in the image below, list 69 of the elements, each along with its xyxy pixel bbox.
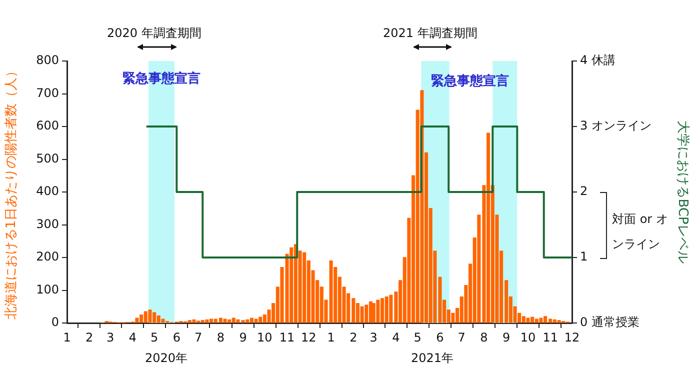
x-tick-label: 3 xyxy=(106,330,114,344)
x-tick-label: 2 xyxy=(350,330,358,344)
text: 2021 年調査期間 xyxy=(383,25,478,42)
bar xyxy=(156,315,160,323)
annotation: 緊急事態宣言 xyxy=(431,72,509,90)
text: 2020 年調査期間 xyxy=(107,25,202,42)
x-tick-label: 9 xyxy=(239,330,247,344)
bar xyxy=(148,310,152,323)
x-tick-label: 10 xyxy=(520,330,536,344)
y2-tick-label: 4 休講 xyxy=(580,53,616,68)
x-tick-label: 9 xyxy=(502,330,510,344)
band-label: 緊急事態宣言 xyxy=(122,70,201,86)
x-tick-label: 8 xyxy=(216,330,224,344)
x-tick-label: 1 xyxy=(63,330,71,344)
y2-tick-label: 1 xyxy=(580,250,588,264)
x-tick-label: 6 xyxy=(172,330,180,344)
text: 2020年 xyxy=(145,350,188,367)
y-tick-label: 400 xyxy=(36,184,59,198)
bar xyxy=(557,320,561,323)
text: 2021年 xyxy=(411,350,454,367)
x-tick-label: 12 xyxy=(301,330,316,344)
y-tick-label: 300 xyxy=(36,216,59,231)
y2-tick-label: 2 xyxy=(580,184,588,198)
x-tick-label: 6 xyxy=(436,330,444,344)
bar xyxy=(223,318,227,323)
x-tick-label: 5 xyxy=(414,330,422,344)
x-tick-label: 4 xyxy=(128,330,136,344)
bar xyxy=(380,298,384,323)
y-tick-label: 500 xyxy=(36,151,59,166)
x-tick-label: 1 xyxy=(327,330,335,344)
bar xyxy=(376,300,380,323)
bar xyxy=(188,320,192,323)
y-tick-label: 200 xyxy=(36,250,59,264)
bar xyxy=(539,318,543,323)
y-tick-label: 0 xyxy=(51,315,59,330)
x-tick-label: 7 xyxy=(194,330,202,344)
bar xyxy=(200,320,204,323)
bar xyxy=(526,318,530,323)
bar xyxy=(246,319,250,323)
y-tick-label: 600 xyxy=(36,118,59,133)
y-axis-title: 北海道における1日あたりの陽性者数（人） xyxy=(4,64,20,320)
x-tick-label: 4 xyxy=(392,330,400,344)
x-tick-label: 11 xyxy=(542,330,558,344)
bar xyxy=(360,306,364,323)
bar xyxy=(364,304,368,323)
y2-tick-label: 3 オンライン xyxy=(580,118,652,133)
x-tick-label: 3 xyxy=(370,330,378,344)
x-tick-label: 5 xyxy=(150,330,158,344)
y2-axis-title: 大学におけるBCPレベル xyxy=(674,120,690,264)
x-tick-label: 7 xyxy=(458,330,466,344)
bar xyxy=(372,303,376,323)
bar xyxy=(135,318,139,323)
bar xyxy=(144,311,148,323)
x-tick-label: 10 xyxy=(257,330,272,344)
x-tick-label: 12 xyxy=(564,330,580,344)
y-tick-label: 800 xyxy=(36,53,59,68)
bar xyxy=(384,296,388,323)
y2-tick-label: 0 通常授業 xyxy=(580,315,640,330)
x-tick-label: 11 xyxy=(279,330,295,344)
x-tick-label: 2 xyxy=(86,330,94,344)
bar xyxy=(254,318,258,323)
text: 対面 or オンライン xyxy=(612,211,669,253)
x-tick-label: 8 xyxy=(480,330,488,344)
bar xyxy=(290,247,294,323)
bar xyxy=(205,319,209,323)
bar xyxy=(192,319,196,323)
y-tick-label: 700 xyxy=(36,86,59,100)
bar xyxy=(161,318,165,323)
y-tick-label: 100 xyxy=(36,282,59,296)
